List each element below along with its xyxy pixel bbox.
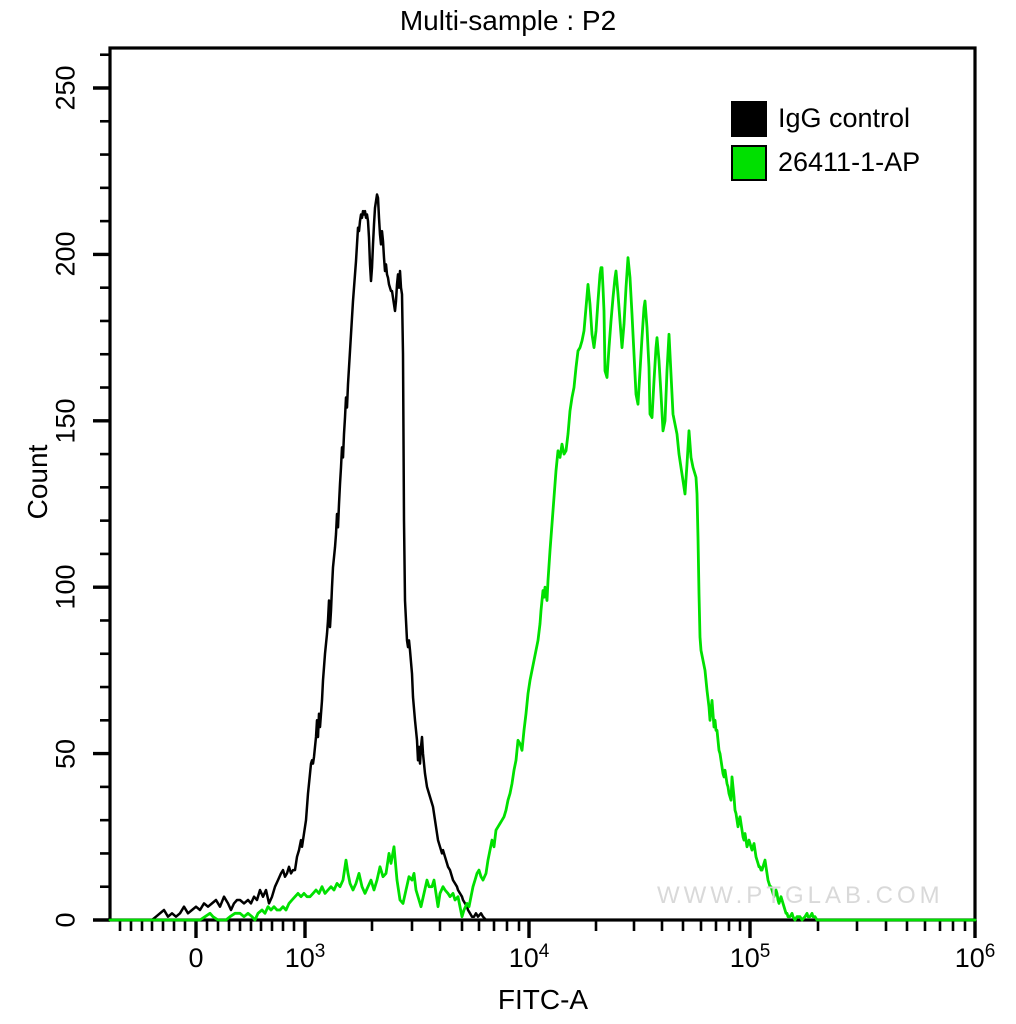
x-tick-label: 104 — [508, 941, 550, 973]
legend-swatch-black — [731, 100, 767, 137]
x-tick-label: 105 — [729, 941, 771, 973]
x-tick-label: 0 — [188, 943, 204, 973]
x-tick-label: 103 — [284, 941, 326, 973]
legend-label-igg-control: IgG control — [778, 103, 911, 133]
y-tick-label: 0 — [50, 912, 81, 928]
legend-swatch-green — [731, 144, 767, 181]
y-tick-label: 250 — [50, 65, 81, 111]
y-tick-label: 100 — [50, 564, 81, 610]
chart-title: Multi-sample : P2 — [399, 5, 617, 36]
x-tick-label: 106 — [954, 941, 996, 973]
curve-igg-control — [108, 193, 977, 922]
x-axis-label: FITC-A — [497, 984, 589, 1015]
y-tick-label: 150 — [50, 398, 81, 444]
legend-label-antibody: 26411-1-AP — [778, 147, 921, 177]
watermark: WWW.PTGLAB.COM — [657, 882, 944, 909]
y-tick-label: 50 — [50, 738, 81, 769]
legend: IgG control 26411-1-AP — [731, 100, 920, 188]
legend-item-antibody: 26411-1-AP — [731, 144, 920, 181]
legend-item-igg-control: IgG control — [731, 100, 920, 137]
curve-26411-1-ap — [108, 256, 977, 922]
y-axis-label: Count — [22, 444, 53, 520]
y-tick-label: 200 — [50, 231, 81, 277]
